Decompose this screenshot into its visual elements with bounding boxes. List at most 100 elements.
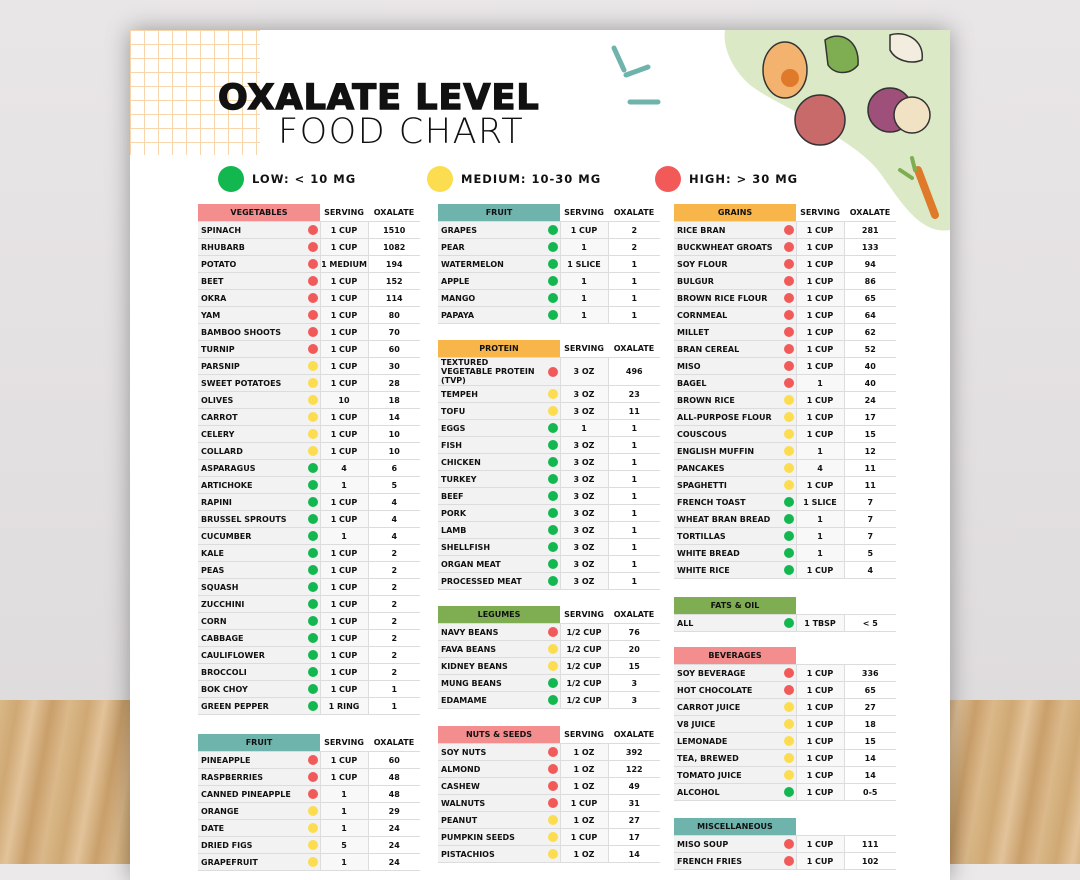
level-indicator <box>782 289 796 307</box>
level-indicator <box>782 681 796 699</box>
oxalate-cell: 5 <box>843 544 896 562</box>
table-row: OLIVES 10 18 <box>198 391 420 409</box>
high-dot-icon <box>783 293 794 303</box>
serving-cell: 1 SLICE <box>795 493 844 511</box>
table-row: PANCAKES 4 11 <box>674 459 896 477</box>
table-row: MILLET 1 CUP 62 <box>674 323 896 341</box>
serving-cell: 1 CUP <box>319 289 368 307</box>
table-row: PEAR 1 2 <box>438 238 660 256</box>
level-indicator <box>546 743 560 761</box>
serving-cell: 1 CUP <box>319 238 368 256</box>
level-indicator <box>546 572 560 590</box>
level-indicator <box>782 442 796 460</box>
food-name: LEMONADE <box>674 732 782 750</box>
level-indicator <box>546 794 560 812</box>
table-row: BRUSSEL SPROUTS 1 CUP 4 <box>198 510 420 528</box>
low-dot-icon <box>547 457 558 467</box>
oxalate-cell: 1 <box>607 504 660 522</box>
oxalate-cell: 94 <box>843 255 896 273</box>
food-name: PINEAPPLE <box>198 751 306 769</box>
food-name: WHITE BREAD <box>674 544 782 562</box>
serving-cell: 1/2 CUP <box>559 623 608 641</box>
food-name: GRAPEFRUIT <box>198 853 306 871</box>
level-indicator <box>782 221 796 239</box>
level-indicator <box>546 487 560 505</box>
low-dot-icon <box>547 525 558 535</box>
oxalate-cell: 70 <box>367 323 420 341</box>
food-name: CANNED PINEAPPLE <box>198 785 306 803</box>
oxalate-cell: 2 <box>367 544 420 562</box>
food-name: ZUCCHINI <box>198 595 306 613</box>
oxalate-column-header <box>844 597 896 615</box>
food-name: PISTACHIOS <box>438 845 546 863</box>
legend-medium-label: MEDIUM: 10-30 MG <box>461 172 602 186</box>
serving-cell: 1 CUP <box>319 493 368 511</box>
oxalate-cell: 392 <box>607 743 660 761</box>
food-name: BEET <box>198 272 306 290</box>
low-dot-icon <box>783 787 794 797</box>
high-dot-icon <box>783 327 794 337</box>
serving-cell: 1 <box>319 819 368 837</box>
oxalate-cell: 102 <box>843 852 896 870</box>
level-indicator <box>546 402 560 420</box>
high-dot-icon <box>307 327 318 337</box>
high-dot-icon <box>783 225 794 235</box>
medium-dot-icon <box>547 406 558 416</box>
high-dot-icon <box>783 839 794 849</box>
level-indicator <box>306 425 320 443</box>
level-indicator <box>306 785 320 803</box>
legend-low: LOW: < 10 MG <box>218 166 356 192</box>
serving-cell: 1 CUP <box>795 255 844 273</box>
oxalate-cell: 65 <box>843 681 896 699</box>
table-row: BRAN CEREAL 1 CUP 52 <box>674 340 896 358</box>
level-indicator <box>546 845 560 863</box>
high-dot-icon <box>307 344 318 354</box>
food-name: MISO <box>674 357 782 375</box>
table-row: HOT CHOCOLATE 1 CUP 65 <box>674 681 896 699</box>
table-row: TEXTURED VEGETABLE PROTEIN (TVP) 3 OZ 496 <box>438 357 660 386</box>
table-row: RHUBARB 1 CUP 1082 <box>198 238 420 256</box>
table-row: PROCESSED MEAT 3 OZ 1 <box>438 572 660 590</box>
level-indicator <box>782 306 796 324</box>
serving-cell: 3 OZ <box>559 521 608 539</box>
oxalate-cell: 2 <box>607 221 660 239</box>
high-dot-icon <box>783 310 794 320</box>
medium-dot-icon <box>783 412 794 422</box>
oxalate-cell: 1 <box>607 470 660 488</box>
food-name: OLIVES <box>198 391 306 409</box>
table-row: CORNMEAL 1 CUP 64 <box>674 306 896 324</box>
table-row: CORN 1 CUP 2 <box>198 612 420 630</box>
table-misc: MISCELLANEOUS MISO SOUP 1 CUP 111 FRENCH FRI… <box>674 818 896 870</box>
oxalate-cell: 11 <box>607 402 660 420</box>
serving-cell: 3 OZ <box>559 470 608 488</box>
high-dot-icon <box>783 259 794 269</box>
food-name: DATE <box>198 819 306 837</box>
oxalate-cell: 80 <box>367 306 420 324</box>
table-row: CUCUMBER 1 4 <box>198 527 420 545</box>
table-row: CABBAGE 1 CUP 2 <box>198 629 420 647</box>
serving-cell: 1 CUP <box>795 391 844 409</box>
oxalate-cell: 27 <box>843 698 896 716</box>
level-indicator <box>306 629 320 647</box>
serving-cell: 1 CUP <box>795 561 844 579</box>
table-row: CASHEW 1 OZ 49 <box>438 777 660 795</box>
table-nuts: NUTS & SEEDS SERVING OXALATE SOY NUTS 1 OZ 39… <box>438 726 660 863</box>
high-dot-icon <box>783 344 794 354</box>
oxalate-cell: 24 <box>367 819 420 837</box>
medium-dot-icon <box>547 389 558 399</box>
level-indicator <box>306 544 320 562</box>
level-indicator <box>306 751 320 769</box>
medium-dot-icon <box>307 840 318 850</box>
food-name: ORANGE <box>198 802 306 820</box>
food-name: WATERMELON <box>438 255 546 273</box>
serving-cell: 1 CUP <box>319 323 368 341</box>
oxalate-cell: 15 <box>607 657 660 675</box>
food-name: SOY NUTS <box>438 743 546 761</box>
serving-column-header: SERVING <box>320 734 368 752</box>
table-row: ORGAN MEAT 3 OZ 1 <box>438 555 660 573</box>
oxalate-column-header: OXALATE <box>608 204 660 222</box>
low-dot-icon <box>307 633 318 643</box>
serving-column-header: SERVING <box>320 204 368 222</box>
low-dot-icon <box>783 618 794 628</box>
table-row: PEANUT 1 OZ 27 <box>438 811 660 829</box>
